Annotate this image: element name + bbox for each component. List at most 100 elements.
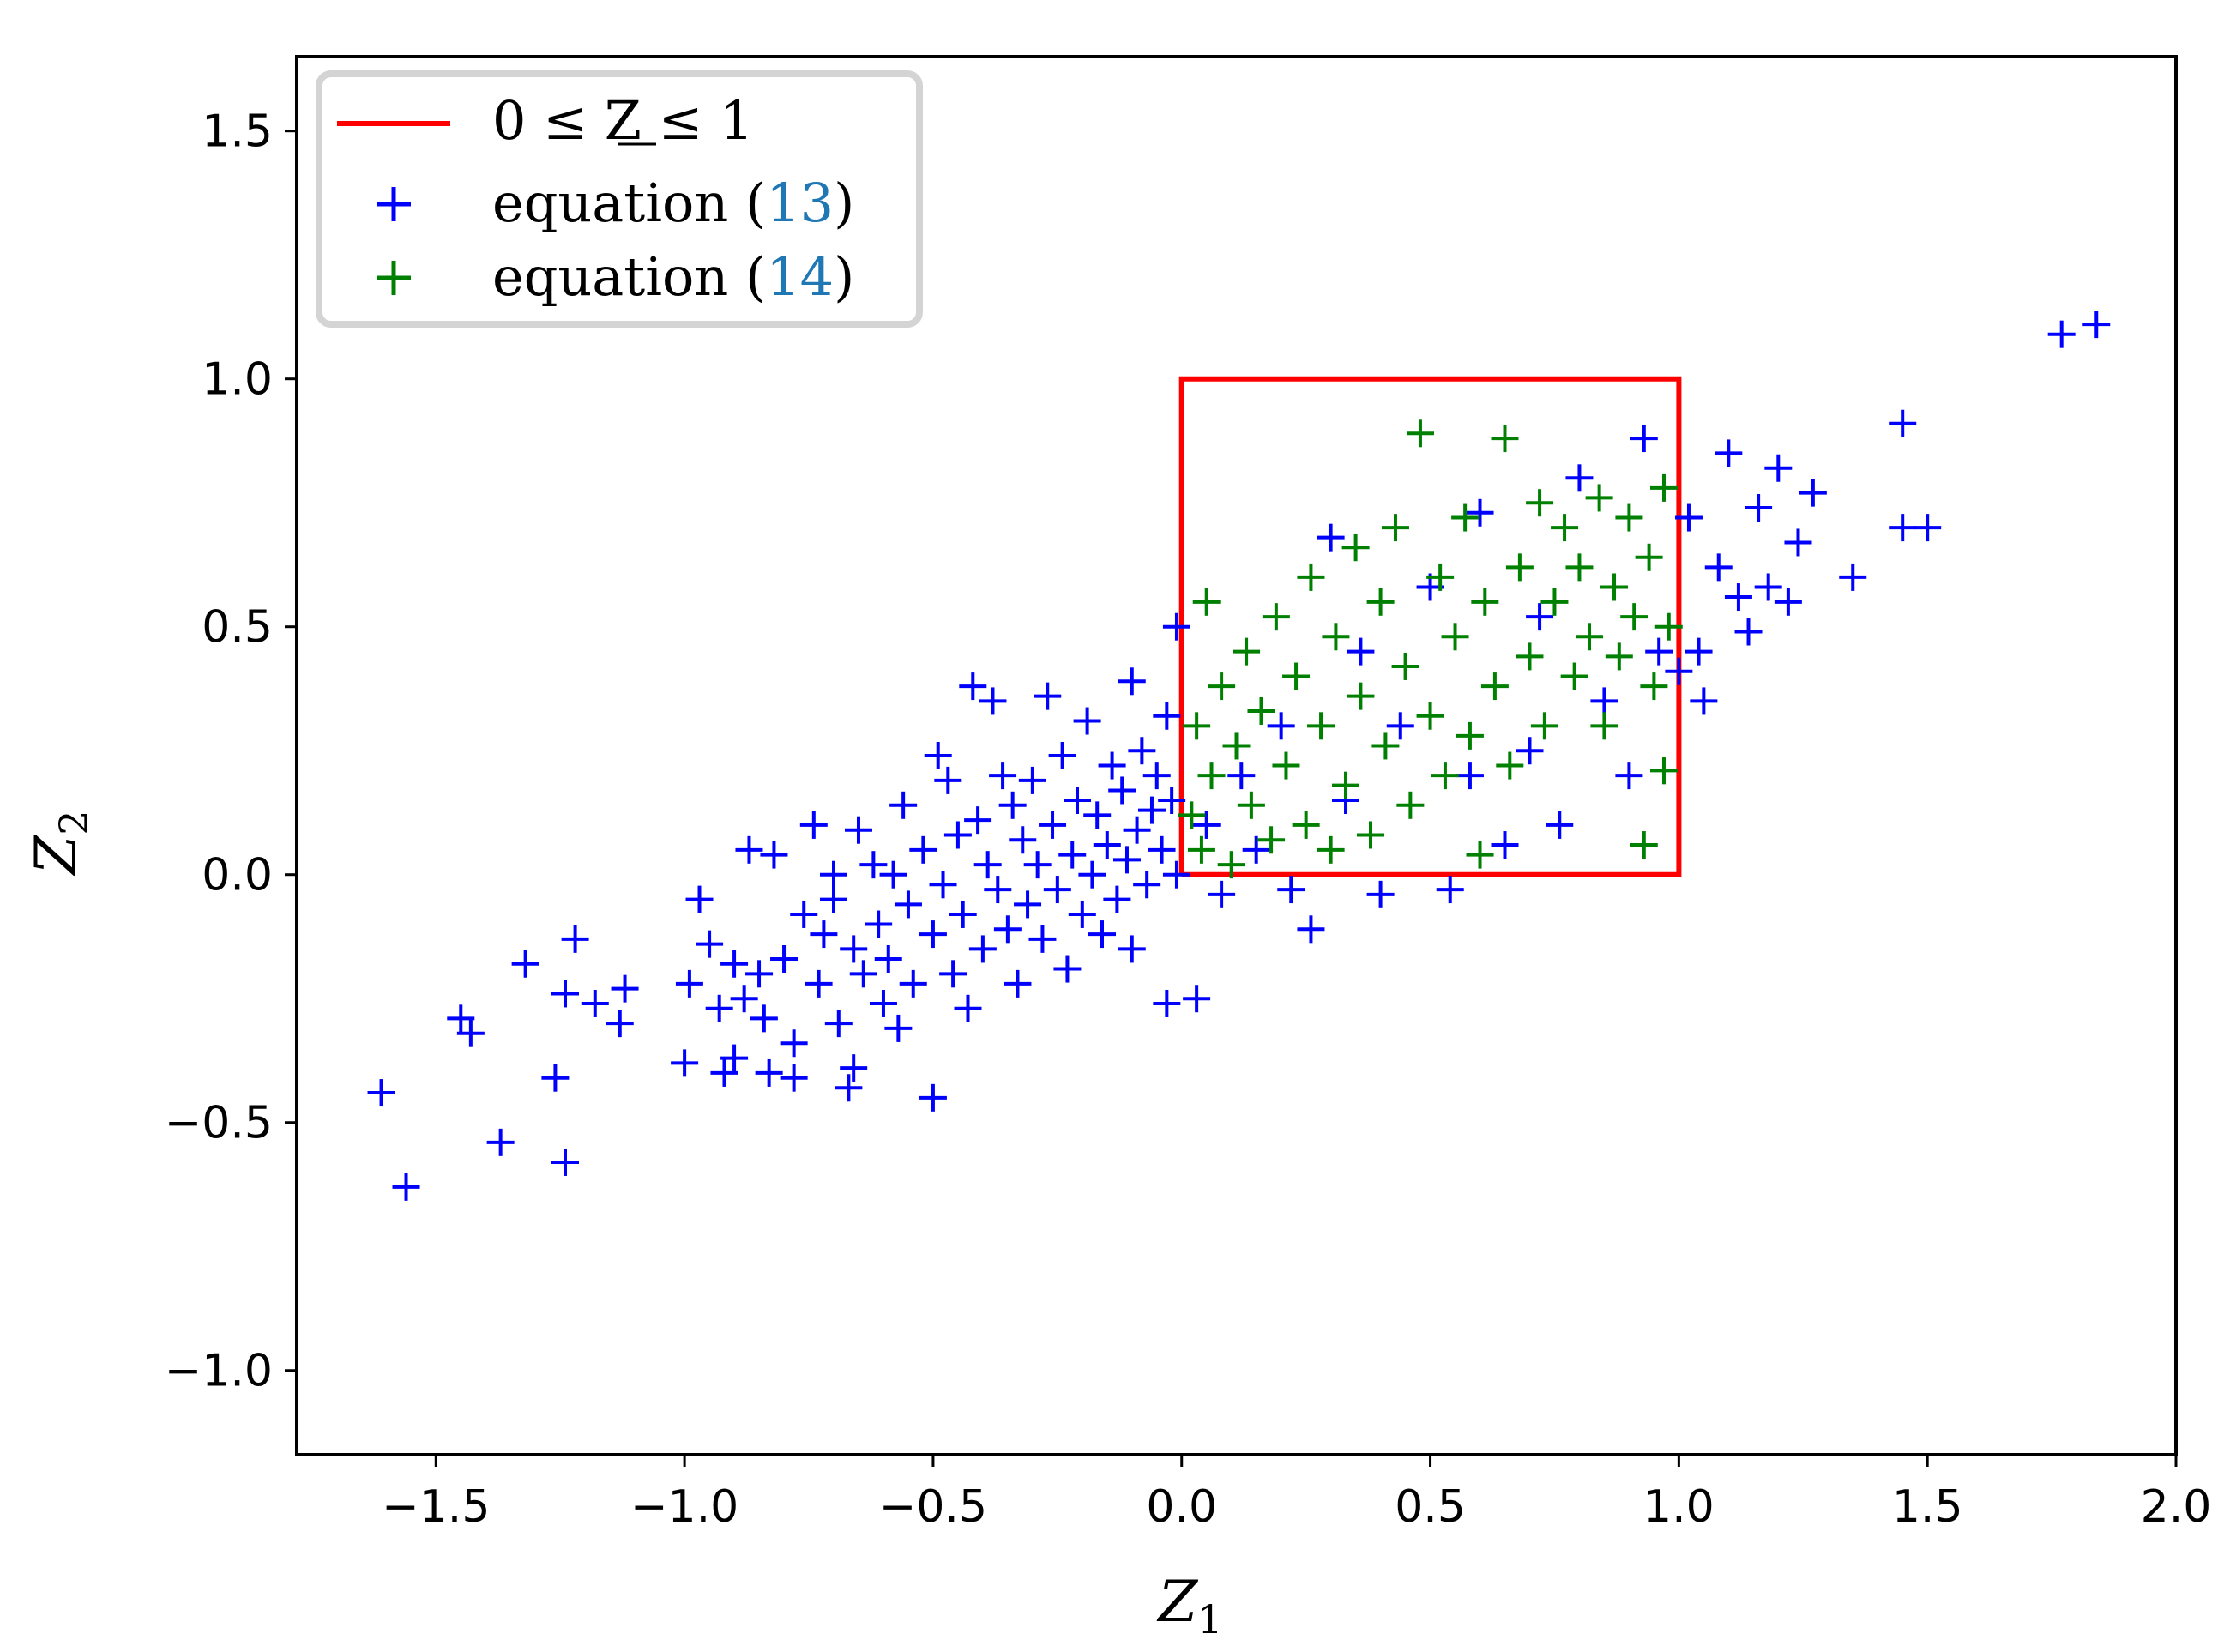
scatter-point <box>606 1010 634 1038</box>
scatter-point <box>1347 682 1375 710</box>
scatter-point <box>1112 846 1141 874</box>
scatter-point <box>1640 672 1668 701</box>
scatter-point <box>1839 563 1867 591</box>
scatter-point <box>1466 498 1494 527</box>
legend-label-eq13: equation (13) <box>492 172 854 234</box>
scatter-point <box>1277 876 1305 904</box>
scatter-point <box>1083 801 1112 829</box>
scatter-point <box>1366 880 1395 908</box>
scatter-point <box>1317 523 1345 552</box>
scatter-point <box>968 935 997 963</box>
scatter-point <box>1456 762 1484 790</box>
scatter-point <box>954 994 982 1022</box>
scatter-point <box>889 791 918 819</box>
scatter-point <box>919 1083 947 1112</box>
scatter-point <box>730 985 758 1013</box>
scatter-point <box>835 1074 863 1102</box>
scatter-point <box>810 920 838 949</box>
series-0 <box>367 311 2111 1201</box>
scatter-point <box>1098 751 1126 780</box>
scatter-point <box>849 960 877 988</box>
y-tick-label: 0.5 <box>202 602 273 654</box>
scatter-point <box>720 1044 749 1072</box>
scatter-point <box>611 974 639 1003</box>
scatter-point <box>1103 885 1131 913</box>
scatter-point <box>1058 841 1087 869</box>
legend-label-eq14: equation (14) <box>492 245 854 308</box>
scatter-point <box>735 835 763 864</box>
scatter-point <box>1108 776 1136 805</box>
x-tick-label: 2.0 <box>2141 1481 2212 1533</box>
scatter-point <box>1615 503 1643 532</box>
scatter-point <box>1496 751 1524 780</box>
unit-box-layer <box>1178 376 1682 877</box>
scatter-point <box>1023 851 1052 879</box>
scatter-point <box>1590 712 1618 740</box>
scatter-point <box>1118 935 1146 963</box>
scatter-point <box>1018 766 1046 794</box>
scatter-point <box>705 994 733 1022</box>
scatter-point <box>1649 757 1678 785</box>
scatter-point <box>1491 831 1519 859</box>
scatter-point <box>1546 811 1574 839</box>
scatter-point <box>1162 612 1190 641</box>
scatter-point <box>1332 771 1360 799</box>
scatter-point <box>511 950 539 978</box>
y-tick-label: −1.0 <box>165 1346 273 1397</box>
x-tick-label: 0.5 <box>1395 1481 1466 1533</box>
scatter-point <box>1183 712 1211 740</box>
scatter-point <box>561 925 589 953</box>
legend-frame <box>316 70 923 328</box>
y-tick-label: 1.5 <box>202 106 273 158</box>
legend-blue-plus-marker <box>377 187 411 221</box>
scatter-point <box>1724 583 1752 612</box>
scatter-point <box>959 672 987 701</box>
scatter-point <box>1480 672 1509 701</box>
x-tick-label: 0.0 <box>1146 1481 1217 1533</box>
scatter-point <box>456 1019 485 1047</box>
scatter-point <box>1292 811 1320 839</box>
scatter-point <box>675 969 703 998</box>
scatter-point <box>964 806 992 835</box>
scatter-point <box>1371 732 1400 760</box>
scatter-point <box>1466 841 1494 869</box>
scatter-point <box>1028 925 1057 953</box>
y-tick-label: 0.0 <box>202 850 273 901</box>
scatter-point <box>1192 811 1221 839</box>
scatter-point <box>447 1004 475 1033</box>
scatter-point <box>1491 425 1519 453</box>
scatter-point <box>1516 737 1544 765</box>
scatter-point <box>1605 642 1633 671</box>
scatter-point <box>989 762 1017 790</box>
scatter-point <box>1674 503 1703 532</box>
scatter-point <box>696 930 724 958</box>
scatter-point <box>1381 514 1409 542</box>
scatter-point <box>1745 493 1773 522</box>
scatter-point <box>1530 712 1558 740</box>
scatter-point <box>998 791 1027 819</box>
scatter-point <box>1208 672 1236 701</box>
scatter-point <box>1078 860 1106 889</box>
scatter-point <box>1754 573 1782 601</box>
scatter-point <box>1133 871 1161 899</box>
scatter-point <box>1600 573 1629 601</box>
scatter-point <box>1341 534 1370 562</box>
scatter-point <box>1406 419 1434 448</box>
scatter-point <box>1237 791 1265 819</box>
x-tick-label: −1.0 <box>630 1481 738 1533</box>
scatter-point <box>909 835 937 864</box>
scatter-point <box>1262 603 1290 631</box>
scatter-point <box>824 1010 853 1038</box>
scatter-point <box>1183 985 1211 1013</box>
scatter-point <box>780 1029 808 1058</box>
scatter-point <box>1088 920 1116 949</box>
scatter-point <box>929 871 957 899</box>
scatter-point <box>1009 826 1037 854</box>
scatter-point <box>1004 969 1032 998</box>
scatter-point <box>1665 657 1693 685</box>
scatter-point <box>1516 642 1544 671</box>
scatter-point <box>1317 835 1345 864</box>
y-axis-label: Z2 <box>23 810 97 876</box>
scatter-point <box>1576 623 1604 651</box>
scatter-point <box>874 944 902 973</box>
